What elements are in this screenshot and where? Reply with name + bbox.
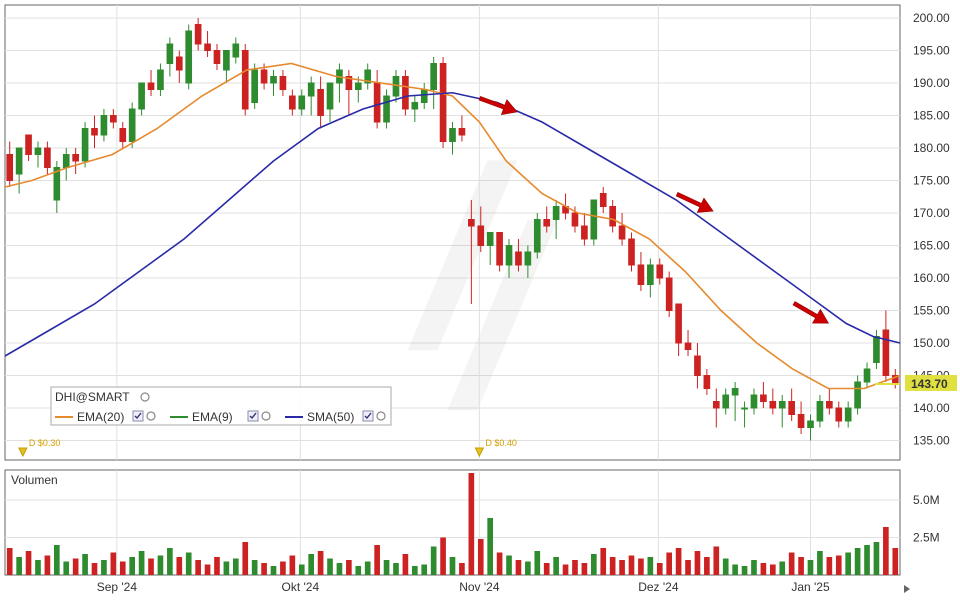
chart-legend: DHI@SMART EMA(20) EMA(9) SMA(50) (51, 387, 391, 425)
svg-text:155.00: 155.00 (913, 304, 950, 318)
dividend-marker (19, 448, 27, 456)
svg-text:140.00: 140.00 (913, 401, 950, 415)
svg-text:Jan '25: Jan '25 (791, 580, 830, 594)
svg-text:D $0.30: D $0.30 (29, 438, 61, 448)
svg-text:185.00: 185.00 (913, 109, 950, 123)
trend-arrow (790, 296, 833, 330)
svg-text:170.00: 170.00 (913, 206, 950, 220)
volume-bars (7, 473, 898, 575)
svg-text:EMA(9): EMA(9) (192, 410, 233, 424)
candles (7, 18, 898, 441)
svg-text:165.00: 165.00 (913, 239, 950, 253)
svg-text:175.00: 175.00 (913, 174, 950, 188)
scroll-right-icon[interactable] (904, 585, 910, 593)
ema20-line (5, 64, 900, 389)
svg-text:200.00: 200.00 (913, 11, 950, 25)
svg-text:EMA(20): EMA(20) (77, 410, 124, 424)
svg-text:195.00: 195.00 (913, 44, 950, 58)
svg-text:Okt '24: Okt '24 (282, 580, 320, 594)
svg-text:160.00: 160.00 (913, 271, 950, 285)
svg-text:143.70: 143.70 (911, 377, 948, 391)
dividend-marker (475, 448, 483, 456)
stock-chart: 135.00140.00145.00150.00155.00160.00165.… (0, 0, 960, 600)
symbol-label: DHI@SMART (55, 390, 130, 404)
volume-label: Volumen (11, 473, 58, 487)
svg-text:135.00: 135.00 (913, 434, 950, 448)
svg-text:150.00: 150.00 (913, 336, 950, 350)
svg-text:180.00: 180.00 (913, 141, 950, 155)
svg-text:Nov '24: Nov '24 (459, 580, 500, 594)
svg-text:Dez '24: Dez '24 (638, 580, 679, 594)
svg-text:190.00: 190.00 (913, 76, 950, 90)
svg-text:Sep '24: Sep '24 (97, 580, 138, 594)
svg-text:D $0.40: D $0.40 (485, 438, 517, 448)
svg-text:2.5M: 2.5M (913, 531, 940, 545)
svg-text:SMA(50): SMA(50) (307, 410, 354, 424)
svg-text:5.0M: 5.0M (913, 493, 940, 507)
